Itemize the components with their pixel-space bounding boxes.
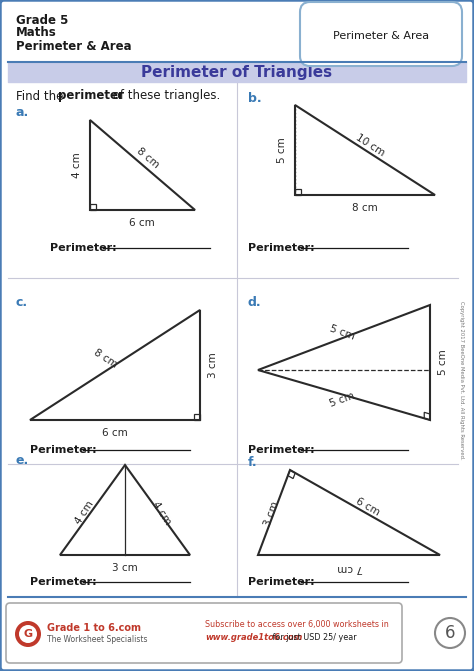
Text: Grade 1 to 6.com: Grade 1 to 6.com bbox=[47, 623, 141, 633]
Text: 8 cm: 8 cm bbox=[352, 203, 378, 213]
Text: The Worksheet Specialists: The Worksheet Specialists bbox=[47, 635, 147, 645]
Text: for just USD 25/ year: for just USD 25/ year bbox=[270, 633, 356, 643]
Text: Perimeter:: Perimeter: bbox=[30, 577, 97, 587]
Text: 10 cm: 10 cm bbox=[354, 132, 386, 158]
Text: 8 cm: 8 cm bbox=[91, 347, 118, 369]
Text: 3 cm: 3 cm bbox=[208, 352, 218, 378]
Text: 6 cm: 6 cm bbox=[355, 497, 382, 518]
Text: 5 cm: 5 cm bbox=[328, 324, 356, 342]
Text: 5 cm: 5 cm bbox=[277, 137, 287, 163]
Text: b.: b. bbox=[248, 91, 262, 105]
Text: Perimeter & Area: Perimeter & Area bbox=[333, 31, 429, 41]
Text: Perimeter:: Perimeter: bbox=[50, 243, 117, 253]
Text: Copyright 2017 BeeOne Media Pvt. Ltd. All Rights Reserved.: Copyright 2017 BeeOne Media Pvt. Ltd. Al… bbox=[459, 301, 465, 460]
Text: 6: 6 bbox=[445, 624, 455, 642]
FancyBboxPatch shape bbox=[6, 603, 402, 663]
Text: c.: c. bbox=[16, 295, 28, 309]
Text: d.: d. bbox=[248, 295, 262, 309]
Circle shape bbox=[19, 625, 37, 643]
Text: Find the: Find the bbox=[16, 89, 67, 103]
Text: 6 cm: 6 cm bbox=[102, 428, 128, 438]
Text: of these triangles.: of these triangles. bbox=[109, 89, 220, 103]
Text: Perimeter of Triangles: Perimeter of Triangles bbox=[141, 64, 333, 79]
Text: 4 cm: 4 cm bbox=[151, 499, 173, 527]
Text: Perimeter:: Perimeter: bbox=[30, 445, 97, 455]
Text: perimeter: perimeter bbox=[58, 89, 124, 103]
Text: Perimeter:: Perimeter: bbox=[248, 577, 315, 587]
FancyBboxPatch shape bbox=[300, 2, 462, 66]
Text: e.: e. bbox=[16, 454, 29, 466]
Text: 3 cm: 3 cm bbox=[263, 500, 281, 528]
Text: 6 cm: 6 cm bbox=[129, 218, 155, 228]
Text: Maths: Maths bbox=[16, 26, 57, 40]
Text: 5 cm: 5 cm bbox=[328, 391, 356, 409]
Text: 3 cm: 3 cm bbox=[112, 563, 138, 573]
Text: 5 cm: 5 cm bbox=[438, 349, 448, 375]
Text: 4 cm: 4 cm bbox=[73, 499, 95, 527]
Text: Perimeter:: Perimeter: bbox=[248, 243, 315, 253]
Text: a.: a. bbox=[16, 105, 29, 119]
Text: 8 cm: 8 cm bbox=[135, 146, 161, 170]
Text: 7 cm: 7 cm bbox=[337, 563, 363, 573]
Text: Perimeter:: Perimeter: bbox=[248, 445, 315, 455]
Text: Grade 5: Grade 5 bbox=[16, 13, 68, 26]
Text: Subscribe to access over 6,000 worksheets in: Subscribe to access over 6,000 worksheet… bbox=[205, 621, 389, 629]
Circle shape bbox=[15, 621, 41, 647]
Text: www.grade1to6.com: www.grade1to6.com bbox=[205, 633, 302, 643]
Text: Perimeter & Area: Perimeter & Area bbox=[16, 40, 132, 52]
Text: 4 cm: 4 cm bbox=[72, 152, 82, 178]
Text: G: G bbox=[23, 629, 33, 639]
Text: f.: f. bbox=[248, 456, 258, 468]
